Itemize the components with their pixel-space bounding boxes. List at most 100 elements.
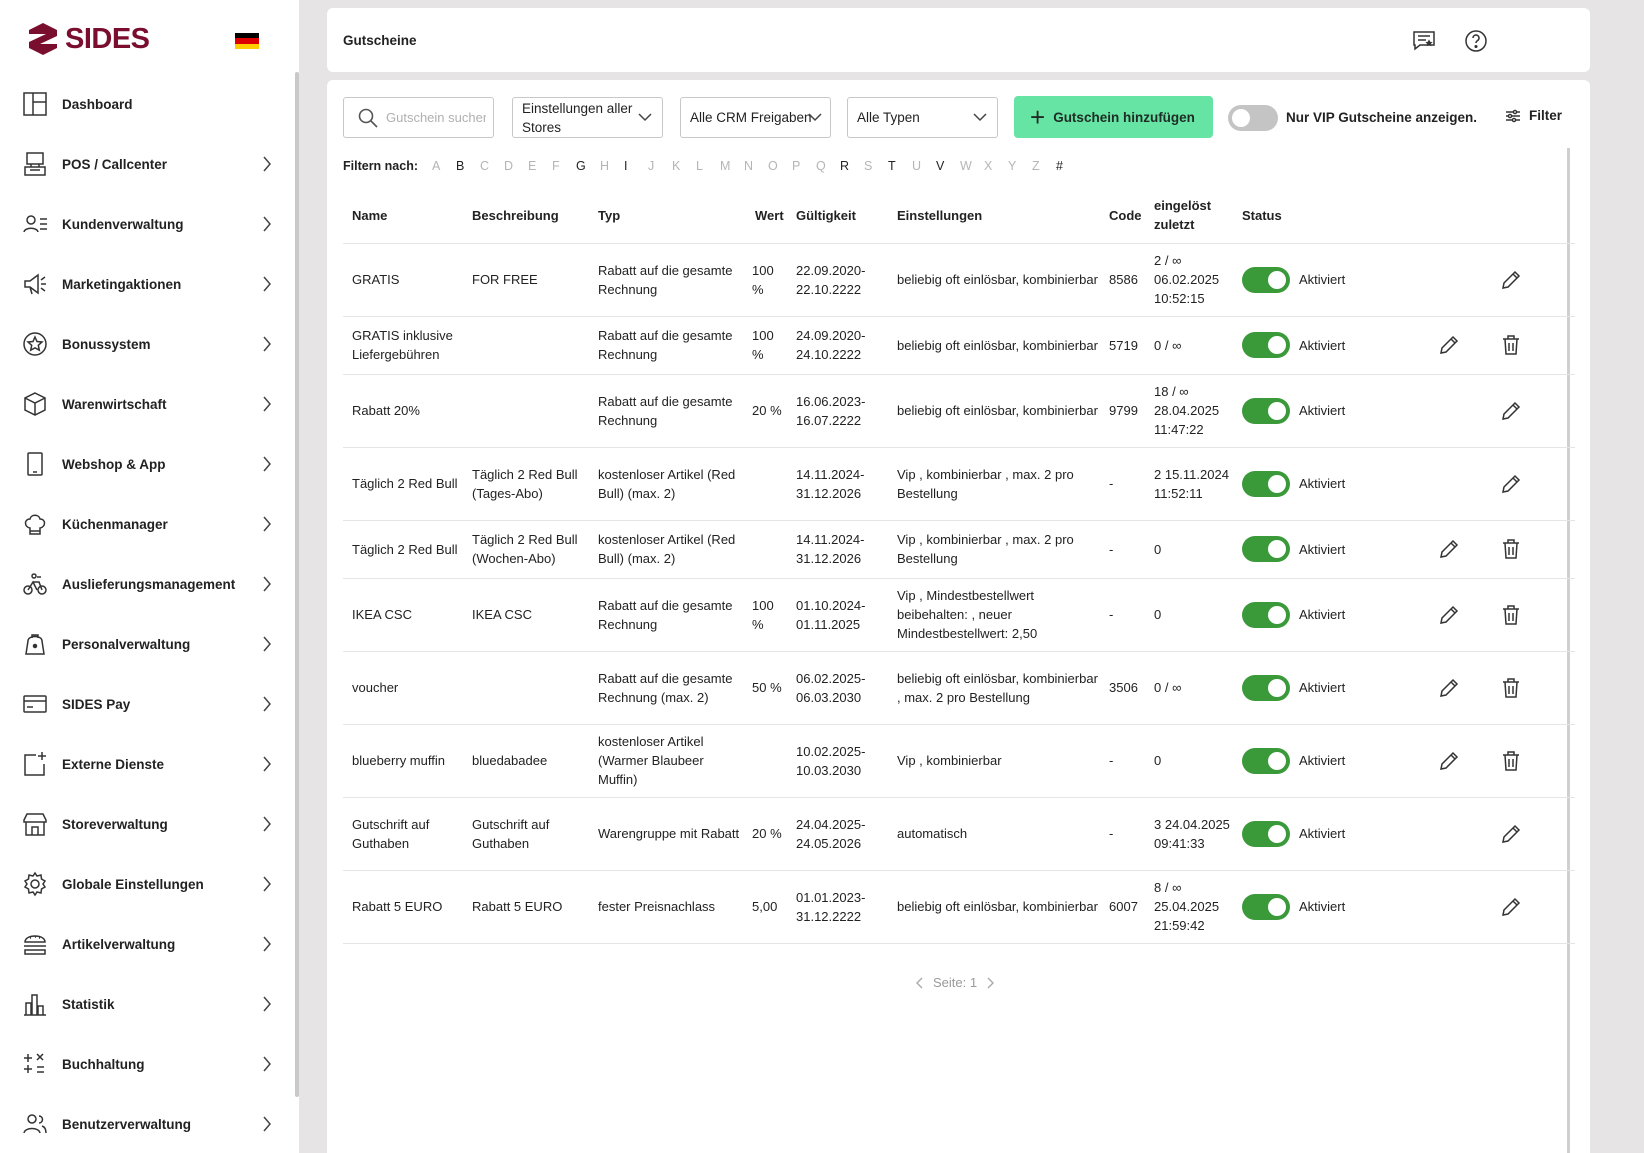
sidebar-item-marketingaktionen[interactable]: Marketingaktionen xyxy=(0,254,295,314)
sides-logo[interactable]: SIDES xyxy=(28,22,150,56)
sidebar-item-auslieferungsmanagement[interactable]: Auslieferungsmanagement xyxy=(0,554,295,614)
status-toggle[interactable] xyxy=(1242,674,1290,701)
table-row[interactable]: Täglich 2 Red Bull Täglich 2 Red Bull (Ta… xyxy=(343,447,1575,521)
chevron-left-icon[interactable] xyxy=(915,977,923,989)
status-toggle[interactable] xyxy=(1242,470,1290,497)
search-input[interactable] xyxy=(386,110,486,125)
edit-pencil-icon[interactable] xyxy=(1499,895,1523,919)
sidebar-item-sides-pay[interactable]: SIDES Pay xyxy=(0,674,295,734)
sidebar-item-benutzerverwaltung[interactable]: Benutzerverwaltung xyxy=(0,1094,295,1153)
sidebar-item-label: Statistik xyxy=(62,996,115,1012)
voucher-search[interactable] xyxy=(343,97,494,138)
crm-select[interactable]: Alle CRM Freigaben xyxy=(680,97,831,138)
delete-trash-icon[interactable] xyxy=(1499,676,1523,700)
delete-trash-icon[interactable] xyxy=(1499,749,1523,773)
sidebar-scrollbar[interactable] xyxy=(295,72,299,1097)
alphabet-letter[interactable]: T xyxy=(888,159,896,173)
alphabet-letter: F xyxy=(552,159,560,173)
voucher-status: Aktiviert xyxy=(1233,797,1413,871)
sidebar-item-globale-einstellungen[interactable]: Globale Einstellungen xyxy=(0,854,295,914)
alphabet-letter: S xyxy=(864,159,873,173)
delete-trash-icon[interactable] xyxy=(1499,603,1523,627)
voucher-name: Rabatt 5 EURO xyxy=(343,870,463,944)
voucher-code: 9799 xyxy=(1100,374,1145,448)
alphabet-letter[interactable]: V xyxy=(936,159,945,173)
brand-name: SIDES xyxy=(65,22,150,55)
sidebar-item-webshop-app[interactable]: Webshop & App xyxy=(0,434,295,494)
vip-only-toggle[interactable] xyxy=(1228,105,1278,131)
edit-pencil-icon[interactable] xyxy=(1437,676,1461,700)
delete-trash-icon[interactable] xyxy=(1499,333,1523,357)
sidebar-item-storeverwaltung[interactable]: Storeverwaltung xyxy=(0,794,295,854)
status-toggle[interactable] xyxy=(1242,601,1290,628)
table-row[interactable]: Täglich 2 Red Bull Täglich 2 Red Bull (Wo… xyxy=(343,520,1575,579)
sidebar-item-artikelverwaltung[interactable]: Artikelverwaltung xyxy=(0,914,295,974)
table-row[interactable]: blueberry muffin bluedabadee kostenloser A… xyxy=(343,724,1575,798)
sidebar-item-buchhaltung[interactable]: Buchhaltung xyxy=(0,1034,295,1094)
alphabet-letter[interactable]: # xyxy=(1056,159,1063,173)
alphabet-letter: K xyxy=(672,159,681,173)
sidebar-item-warenwirtschaft[interactable]: Warenwirtschaft xyxy=(0,374,295,434)
add-voucher-button[interactable]: + Gutschein hinzufügen xyxy=(1014,96,1213,138)
table-row[interactable]: Gutschrift auf Guthaben Gutschrift auf Gu… xyxy=(343,797,1575,871)
column-header-edit xyxy=(1413,188,1483,244)
feedback-chat-icon[interactable] xyxy=(1411,28,1437,54)
sidebar-item-dashboard[interactable]: Dashboard xyxy=(0,74,295,134)
voucher-value: 100 % xyxy=(746,316,787,375)
edit-cell xyxy=(1413,374,1483,448)
german-flag-icon[interactable] xyxy=(235,33,259,49)
sidebar-item-externe-dienste[interactable]: Externe Dienste xyxy=(0,734,295,794)
edit-pencil-icon[interactable] xyxy=(1499,822,1523,846)
stores-select[interactable]: Einstellungen aller Stores xyxy=(512,97,663,138)
delete-cell xyxy=(1483,578,1575,652)
voucher-settings: beliebig oft einlösbar, kombinierbar xyxy=(888,870,1100,944)
status-toggle[interactable] xyxy=(1242,536,1290,562)
help-icon[interactable] xyxy=(1463,28,1489,54)
sidebar-item-personalverwaltung[interactable]: Personalverwaltung xyxy=(0,614,295,674)
alphabet-letter[interactable]: B xyxy=(456,159,465,173)
table-row[interactable]: GRATIS FOR FREE Rabatt auf die gesamte Rec… xyxy=(343,243,1575,317)
voucher-settings: beliebig oft einlösbar, kombinierbar xyxy=(888,316,1100,375)
edit-pencil-icon[interactable] xyxy=(1437,333,1461,357)
alphabet-letter[interactable]: G xyxy=(576,159,586,173)
filter-button[interactable]: Filter xyxy=(1505,108,1562,123)
status-toggle[interactable] xyxy=(1242,747,1290,774)
voucher-settings: Vip , kombinierbar , max. 2 pro Bestellu… xyxy=(888,447,1100,521)
sidebar-item-bonussystem[interactable]: Bonussystem xyxy=(0,314,295,374)
voucher-value: 20 % xyxy=(746,374,787,448)
alphabet-letter[interactable]: R xyxy=(840,159,850,173)
alphabet-letter[interactable]: I xyxy=(624,159,628,173)
status-label: Aktiviert xyxy=(1299,541,1346,557)
table-row[interactable]: Rabatt 5 EURO Rabatt 5 EURO fester Preisna… xyxy=(343,870,1575,944)
chevron-right-icon[interactable] xyxy=(987,977,995,989)
edit-pencil-icon[interactable] xyxy=(1499,472,1523,496)
edit-pencil-icon[interactable] xyxy=(1437,537,1461,561)
edit-pencil-icon[interactable] xyxy=(1437,603,1461,627)
sidebar-item-küchenmanager[interactable]: Küchenmanager xyxy=(0,494,295,554)
status-toggle[interactable] xyxy=(1242,332,1290,358)
table-row[interactable]: IKEA CSC IKEA CSC Rabatt auf die gesamte R… xyxy=(343,578,1575,652)
edit-cell xyxy=(1413,316,1483,375)
edit-pencil-icon[interactable] xyxy=(1499,268,1523,292)
sidebar-item-pos-callcenter[interactable]: POS / Callcenter xyxy=(0,134,295,194)
table-row[interactable]: Rabatt 20% Rabatt auf die gesamte Rechnun… xyxy=(343,374,1575,448)
delete-trash-icon[interactable] xyxy=(1499,537,1523,561)
chevron-right-icon xyxy=(262,695,272,713)
voucher-value: 50 % xyxy=(746,651,787,725)
table-row[interactable]: voucher Rabatt auf die gesamte Rechnung (… xyxy=(343,651,1575,725)
voucher-redeemed: 2 / ∞ 06.02.2025 10:52:15 xyxy=(1145,243,1233,317)
voucher-status: Aktiviert xyxy=(1233,651,1413,725)
alphabet-letter: O xyxy=(768,159,778,173)
sidebar-item-kundenverwaltung[interactable]: Kundenverwaltung xyxy=(0,194,295,254)
voucher-description: Rabatt 5 EURO xyxy=(463,870,589,944)
edit-pencil-icon[interactable] xyxy=(1437,749,1461,773)
sidebar-item-statistik[interactable]: Statistik xyxy=(0,974,295,1034)
status-toggle[interactable] xyxy=(1242,266,1290,293)
types-select[interactable]: Alle Typen xyxy=(847,97,998,138)
edit-pencil-icon[interactable] xyxy=(1499,399,1523,423)
status-toggle[interactable] xyxy=(1242,893,1290,920)
table-row[interactable]: GRATIS inklusive Liefergebühren Rabatt au… xyxy=(343,316,1575,375)
status-toggle[interactable] xyxy=(1242,820,1290,847)
status-toggle[interactable] xyxy=(1242,397,1290,424)
sidebar-item-label: Bonussystem xyxy=(62,336,151,352)
